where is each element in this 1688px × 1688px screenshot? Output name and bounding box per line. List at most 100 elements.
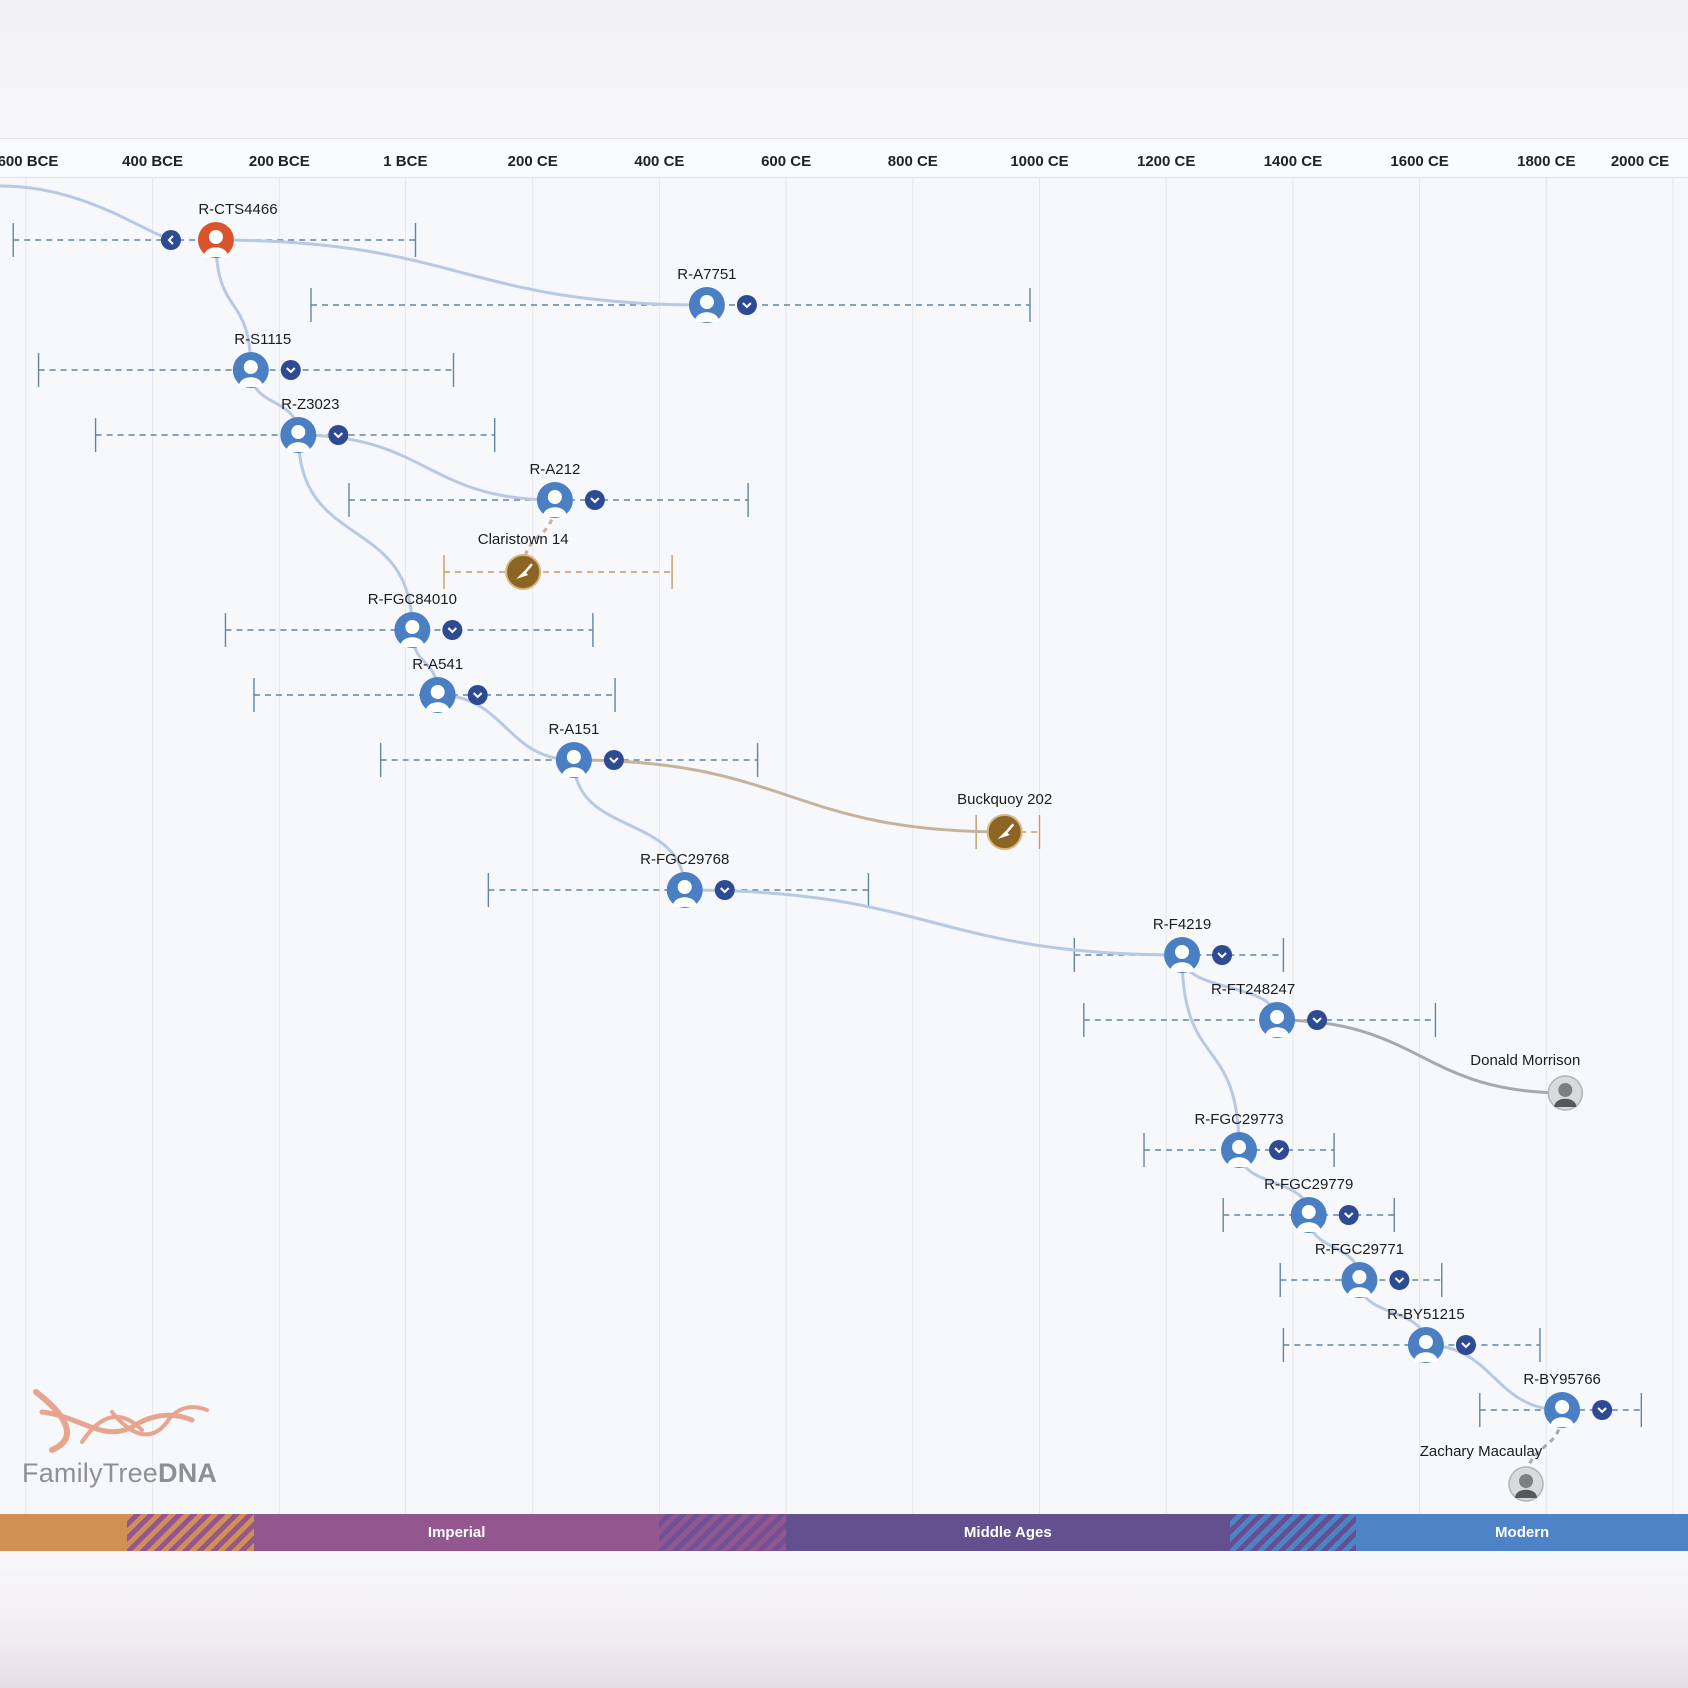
era-modern: Modern [1356, 1514, 1688, 1551]
node-label: Zachary Macaulay [1420, 1443, 1543, 1460]
chevron-down-icon [1312, 1017, 1322, 1024]
chevron-down-icon [1461, 1342, 1471, 1349]
era-imperial: Imperial [253, 1514, 660, 1551]
expand-button[interactable] [1455, 1335, 1476, 1355]
node-label: R-FGC29771 [1315, 1241, 1404, 1258]
familytreedna-logo: FamilyTreeDNA [22, 1382, 232, 1492]
confidence-range [224, 613, 594, 647]
era-transition [0, 1514, 128, 1551]
node-r-fgc84010[interactable]: R-FGC84010 [368, 591, 463, 648]
node-r-by95766[interactable]: R-BY95766 [1523, 1371, 1613, 1428]
axis-tick-label: 1400 CE [1264, 153, 1322, 170]
node-label: Claristown 14 [478, 531, 569, 548]
expand-button[interactable] [1338, 1205, 1359, 1225]
chevron-down-icon [1597, 1407, 1607, 1414]
node-label: R-FGC29773 [1194, 1111, 1283, 1128]
node-label: Buckquoy 202 [957, 791, 1052, 808]
node-r-fgc29771[interactable]: R-FGC29771 [1315, 1241, 1410, 1298]
node-label: R-CTS4466 [198, 201, 277, 218]
confidence-range [1222, 1198, 1395, 1232]
chevron-down-icon [333, 432, 344, 439]
chevron-down-icon [1274, 1147, 1284, 1154]
expand-button[interactable] [328, 425, 349, 445]
node-label: R-FGC84010 [368, 591, 457, 608]
node-r-fgc29768[interactable]: R-FGC29768 [640, 851, 735, 908]
axis-tick-label: 200 BCE [249, 153, 310, 170]
expand-button[interactable] [1307, 1010, 1328, 1030]
chevron-down-icon [590, 497, 600, 504]
lineage-link [296, 434, 414, 631]
expand-button[interactable] [467, 685, 488, 705]
lineage-links [0, 184, 1566, 1485]
confidence-range [1083, 1003, 1437, 1037]
confidence-range [443, 555, 673, 589]
confidence-ranges [12, 223, 1643, 1427]
axis-tick-label: 1 BCE [383, 153, 427, 170]
dna-helix-icon [33, 1389, 209, 1453]
node-r-by51215[interactable]: R-BY51215 [1387, 1306, 1476, 1363]
expand-button[interactable] [1212, 945, 1233, 965]
node-r-a212[interactable]: R-A212 [529, 461, 605, 518]
node-r-fgc29779[interactable]: R-FGC29779 [1264, 1176, 1359, 1233]
confidence-range [1282, 1328, 1541, 1362]
node-r-a151[interactable]: R-A151 [548, 721, 624, 778]
chevron-down-icon [1217, 952, 1227, 959]
node-label: R-BY95766 [1523, 1371, 1601, 1388]
lineage-link [1425, 1343, 1563, 1412]
lineage-link [214, 239, 253, 371]
node-r-z3023[interactable]: R-Z3023 [280, 396, 349, 453]
node-label: Donald Morrison [1470, 1052, 1580, 1069]
chevron-down-icon [447, 627, 458, 634]
lineage-link [1180, 954, 1241, 1151]
axis-tick-label: 1800 CE [1517, 153, 1575, 170]
expand-button[interactable] [280, 360, 301, 380]
node-zachary-macaulay[interactable]: Zachary Macaulay [1420, 1443, 1544, 1502]
axis-tick-label: 200 CE [508, 153, 558, 170]
axis-tick-label: 600 CE [761, 153, 811, 170]
era-middle-ages: Middle Ages [786, 1514, 1230, 1551]
node-r-fgc29773[interactable]: R-FGC29773 [1194, 1111, 1290, 1168]
expand-button[interactable] [736, 295, 757, 315]
chevron-down-icon [720, 887, 730, 894]
node-r-a7751[interactable]: R-A7751 [677, 266, 757, 323]
logo-word-bold: DNA [158, 1458, 218, 1488]
confidence-range [310, 288, 1031, 322]
node-buckquoy-202[interactable]: Buckquoy 202 [957, 791, 1052, 850]
node-label: R-A151 [548, 721, 599, 738]
chevron-down-icon [1394, 1277, 1405, 1284]
node-r-s1115[interactable]: R-S1115 [232, 331, 301, 388]
bottom-fade [0, 1551, 1688, 1688]
node-r-cts4466[interactable]: R-CTS4466 [160, 201, 278, 258]
expand-button[interactable] [603, 750, 624, 770]
expand-button[interactable] [1269, 1140, 1290, 1160]
axis-tick-label: 400 BCE [122, 153, 183, 170]
logo-wordmark: FamilyTreeDNA [22, 1458, 217, 1489]
lineage-link [1277, 1018, 1566, 1095]
node-label: R-FGC29779 [1264, 1176, 1353, 1193]
era-transition [127, 1514, 254, 1551]
trowel-icon [516, 563, 533, 579]
node-claristown-14[interactable]: Claristown 14 [478, 531, 569, 590]
confidence-range [37, 353, 455, 387]
expand-button[interactable] [1389, 1270, 1410, 1290]
node-label: R-F4219 [1153, 916, 1211, 933]
node-label: R-FGC29768 [640, 851, 729, 868]
node-r-a541[interactable]: R-A541 [412, 656, 488, 713]
expand-button[interactable] [442, 620, 463, 640]
node-r-f4219[interactable]: R-F4219 [1153, 916, 1233, 973]
node-r-ft248247[interactable]: R-FT248247 [1211, 981, 1328, 1038]
era-transition [659, 1514, 787, 1551]
node-donald-morrison[interactable]: Donald Morrison [1470, 1052, 1584, 1111]
node-label: R-Z3023 [281, 396, 339, 413]
grid-layer [25, 178, 1674, 1514]
era-band: Imperial Middle Ages Modern [0, 1514, 1688, 1551]
collapse-left-button[interactable] [160, 230, 181, 250]
expand-button[interactable] [1592, 1400, 1613, 1420]
axis-tick-label: 1200 CE [1137, 153, 1195, 170]
expand-button[interactable] [584, 490, 605, 510]
node-label: R-A212 [529, 461, 580, 478]
expand-button[interactable] [714, 880, 735, 900]
chevron-left-icon [167, 235, 174, 245]
top-bar [0, 0, 1688, 139]
